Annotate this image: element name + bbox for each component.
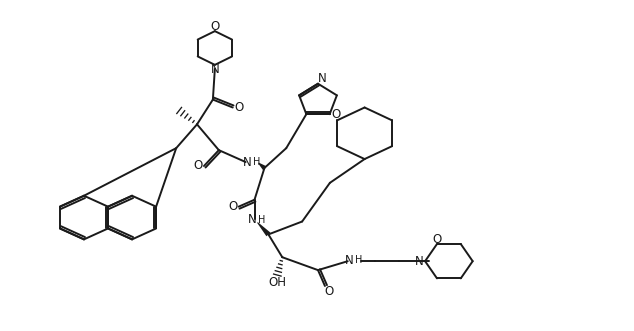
Text: H: H (258, 214, 265, 224)
Text: H: H (355, 255, 363, 265)
Text: N: N (243, 156, 252, 168)
Text: O: O (234, 101, 243, 114)
Polygon shape (258, 163, 266, 170)
Text: O: O (210, 20, 219, 33)
Text: O: O (193, 160, 203, 172)
Text: H: H (253, 157, 260, 167)
Text: N: N (346, 254, 354, 267)
Polygon shape (257, 222, 271, 236)
Text: O: O (228, 200, 237, 213)
Text: N: N (248, 213, 257, 226)
Text: N: N (318, 72, 327, 85)
Text: O: O (324, 285, 333, 299)
Text: N: N (415, 255, 424, 268)
Text: N: N (210, 63, 219, 76)
Text: O: O (331, 108, 340, 121)
Text: O: O (432, 233, 442, 246)
Text: OH: OH (268, 275, 287, 289)
